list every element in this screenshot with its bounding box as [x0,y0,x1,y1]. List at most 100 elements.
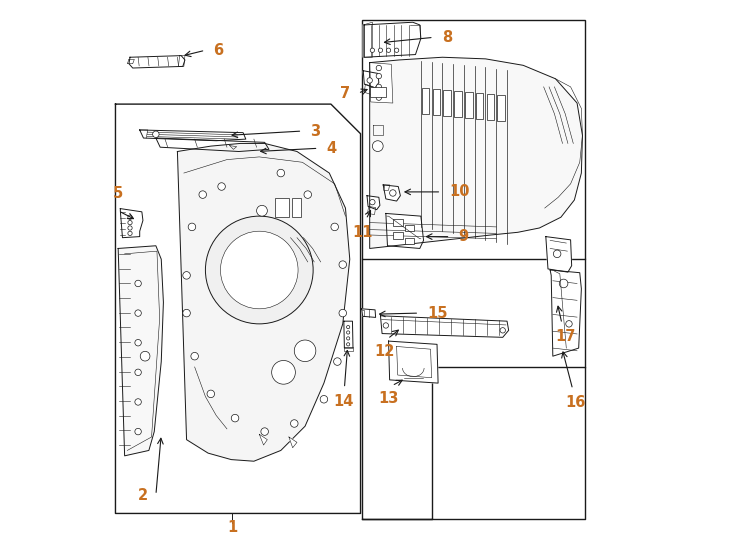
Circle shape [191,353,198,360]
Circle shape [339,261,346,268]
Polygon shape [550,270,581,356]
Circle shape [304,191,311,198]
Polygon shape [363,22,372,57]
Text: 3: 3 [310,124,321,139]
Text: 16: 16 [566,395,586,410]
Bar [362,19,585,259]
Circle shape [376,65,382,71]
Polygon shape [370,63,393,103]
Circle shape [372,141,383,152]
Circle shape [135,369,142,375]
Circle shape [183,309,190,317]
Circle shape [376,84,382,90]
Bar [393,232,402,239]
Bar [487,94,494,120]
Circle shape [291,420,298,427]
Circle shape [334,358,341,366]
Circle shape [207,390,214,397]
Circle shape [383,323,388,328]
Circle shape [378,48,382,52]
Circle shape [370,199,375,205]
Circle shape [188,223,196,231]
Circle shape [135,310,142,316]
Circle shape [294,340,316,362]
Circle shape [238,248,281,292]
Text: 15: 15 [427,306,448,321]
Circle shape [394,48,399,52]
Circle shape [346,337,350,340]
Circle shape [218,183,225,190]
Circle shape [346,326,350,329]
Text: 17: 17 [555,329,575,344]
Bar [393,219,402,226]
Text: 7: 7 [340,86,350,101]
Polygon shape [380,316,509,338]
Circle shape [140,352,150,361]
Bar [498,96,505,122]
Polygon shape [344,347,353,351]
Circle shape [500,328,506,333]
Circle shape [376,73,382,79]
Circle shape [386,48,390,52]
Circle shape [135,428,142,435]
Text: 1: 1 [228,520,238,535]
Circle shape [339,309,346,317]
Text: 2: 2 [138,488,148,503]
Circle shape [128,220,132,225]
Polygon shape [362,309,376,318]
Polygon shape [384,185,390,190]
Polygon shape [388,341,438,383]
Polygon shape [363,71,379,88]
Text: 14: 14 [333,394,354,409]
Circle shape [370,48,374,52]
Circle shape [128,231,132,235]
Circle shape [135,399,142,405]
Polygon shape [364,84,374,95]
Polygon shape [344,321,353,348]
Circle shape [390,190,396,196]
Circle shape [346,343,350,346]
Bar [443,90,451,116]
Circle shape [277,169,285,177]
Bar [370,87,386,97]
Polygon shape [368,206,376,214]
Polygon shape [367,195,380,210]
Text: 9: 9 [459,229,469,244]
Polygon shape [364,22,421,57]
Circle shape [299,345,311,357]
Polygon shape [370,57,583,248]
Text: 4: 4 [327,141,337,156]
Bar [275,198,289,217]
Bar [404,225,415,231]
Circle shape [153,131,159,138]
Circle shape [128,215,132,219]
Polygon shape [289,437,297,448]
Circle shape [367,78,372,83]
Circle shape [199,191,206,198]
Text: 13: 13 [378,391,399,406]
Text: 5: 5 [113,186,123,201]
Polygon shape [139,130,246,141]
Polygon shape [129,56,185,68]
Circle shape [135,340,142,346]
Polygon shape [259,434,267,445]
Bar [404,238,415,244]
Text: 8: 8 [442,30,452,45]
Circle shape [206,216,313,324]
Bar [476,93,484,119]
Circle shape [135,280,142,287]
Circle shape [272,361,295,384]
Circle shape [220,231,298,309]
Circle shape [128,226,132,230]
Circle shape [231,414,239,422]
Bar [465,92,473,118]
Circle shape [320,395,327,403]
Circle shape [346,331,350,334]
Circle shape [553,250,561,258]
Polygon shape [115,104,360,514]
Polygon shape [120,208,143,238]
Bar [454,91,462,117]
Polygon shape [546,237,572,272]
Circle shape [257,205,267,216]
Polygon shape [118,246,164,456]
